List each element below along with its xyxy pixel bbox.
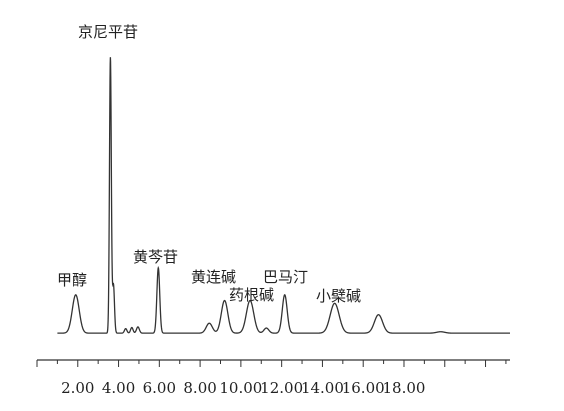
x-tick-label: 18.00 bbox=[383, 379, 426, 397]
peak-label-coptisine: 黄连碱 bbox=[191, 268, 236, 286]
peak-labels: 甲醇 京尼平苷 黄芩苷 黄连碱 药根碱 巴马汀 小檗碱 bbox=[57, 23, 361, 305]
x-tick-label: 2.00 bbox=[61, 379, 94, 397]
peak-label-jatrorrhizine: 药根碱 bbox=[229, 286, 274, 304]
x-axis: 2.00 4.00 6.00 8.00 10.0012.0014.0016.0018.0… bbox=[36, 359, 510, 397]
chromatogram-trace bbox=[57, 57, 510, 334]
peak-label-palmatine: 巴马汀 bbox=[263, 268, 308, 286]
peak-label-geniposide: 京尼平苷 bbox=[78, 23, 138, 41]
x-tick-label: 14.00 bbox=[301, 379, 344, 397]
x-tick-label: 10.00 bbox=[219, 379, 262, 397]
x-tick-label: 4.00 bbox=[102, 379, 135, 397]
peak-label-methanol: 甲醇 bbox=[57, 271, 87, 289]
peak-label-berberine: 小檗碱 bbox=[316, 287, 361, 305]
x-axis-tick-labels: 2.00 4.00 6.00 8.00 10.0012.0014.0016.0018.0… bbox=[61, 379, 425, 397]
x-axis-ticks bbox=[36, 360, 507, 367]
x-tick-label: 16.00 bbox=[342, 379, 385, 397]
x-tick-label: 8.00 bbox=[183, 379, 216, 397]
x-tick-label: 6.00 bbox=[143, 379, 176, 397]
x-tick-label: 12.00 bbox=[260, 379, 303, 397]
peak-label-baicalin: 黄芩苷 bbox=[133, 248, 178, 266]
